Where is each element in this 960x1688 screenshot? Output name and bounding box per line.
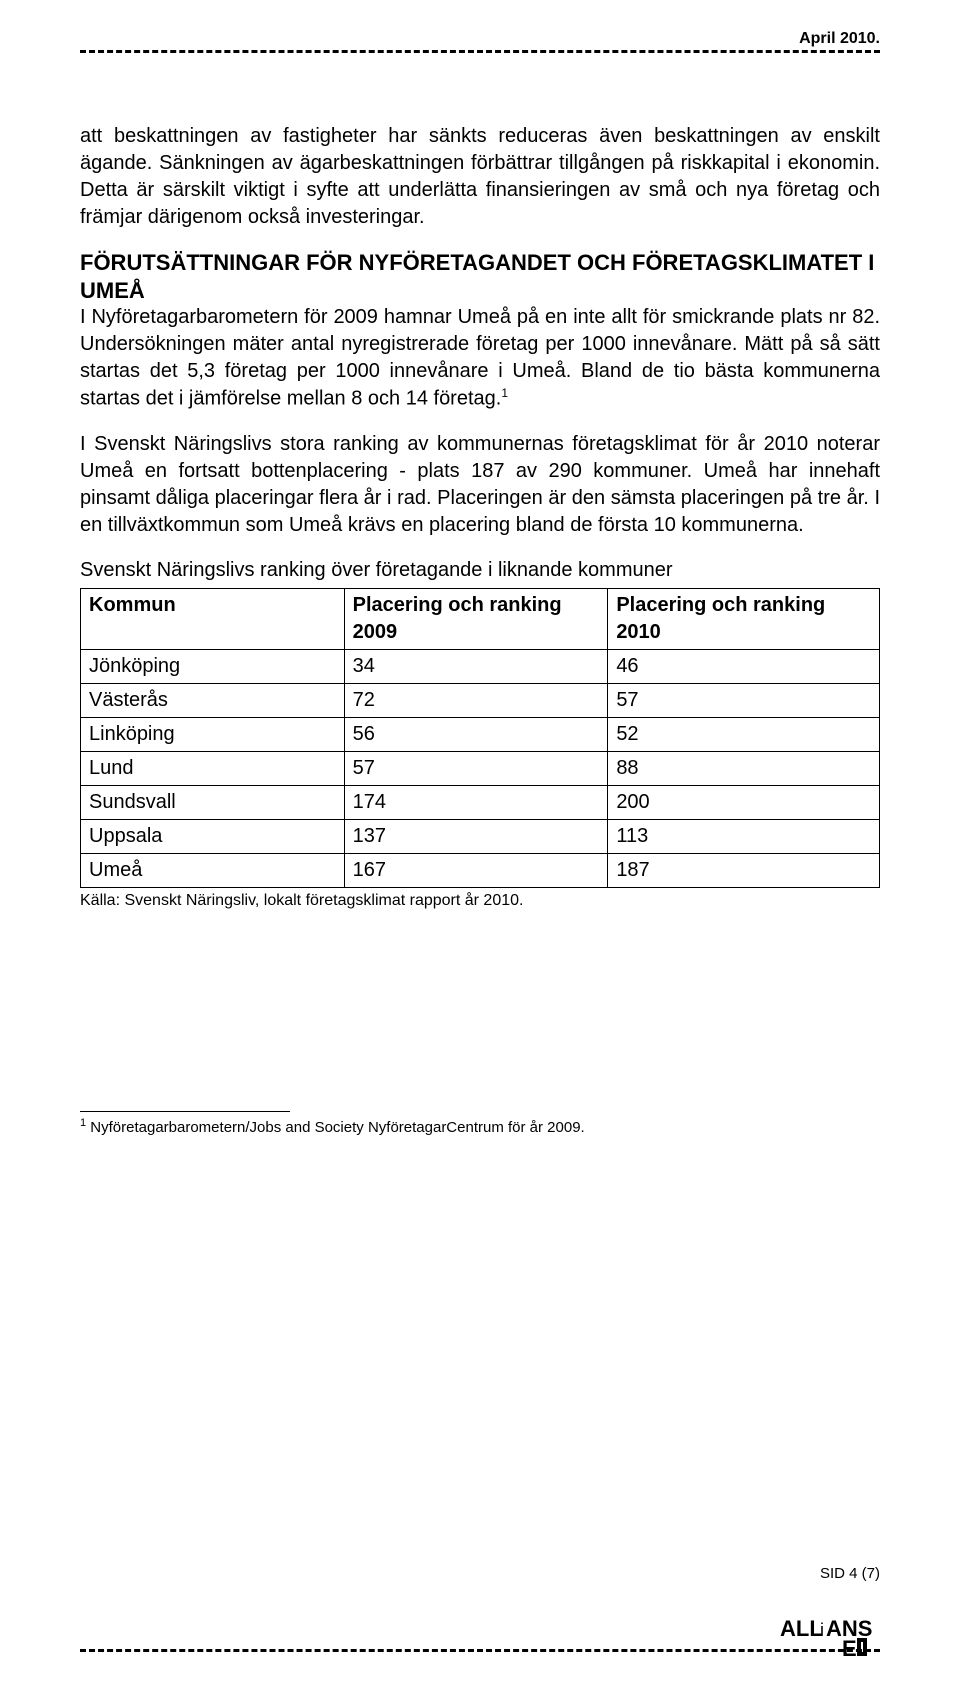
table-source: Källa: Svenskt Näringsliv, lokalt företa… <box>80 890 880 912</box>
table-cell: Umeå <box>81 853 345 887</box>
table-cell: 137 <box>344 819 608 853</box>
table-cell: 57 <box>344 751 608 785</box>
bottom-dashed-divider <box>80 1649 880 1652</box>
section-heading: FÖRUTSÄTTNINGAR FÖR NYFÖRETAGANDET OCH F… <box>80 249 880 304</box>
page-number: SID 4 (7) <box>820 1565 880 1582</box>
svg-text:ALL: ALL <box>780 1616 823 1641</box>
table-header-cell: Placering och ranking 2009 <box>344 588 608 649</box>
table-row: Västerås 72 57 <box>81 683 880 717</box>
svg-text:E: E <box>842 1636 857 1661</box>
table-cell: 187 <box>608 853 880 887</box>
table-cell: 57 <box>608 683 880 717</box>
table-cell: Jönköping <box>81 649 345 683</box>
footnote-text: Nyföretagarbarometern/Jobs and Society N… <box>86 1119 585 1136</box>
footnote-ref-1: 1 <box>501 386 508 400</box>
table-header-row: Kommun Placering och ranking 2009 Placer… <box>81 588 880 649</box>
table-row: Lund 57 88 <box>81 751 880 785</box>
svg-text:i: i <box>820 1620 824 1640</box>
table-row: Sundsvall 174 200 <box>81 785 880 819</box>
table-cell: Sundsvall <box>81 785 345 819</box>
document-body: att beskattningen av fastigheter har sän… <box>80 123 880 1139</box>
paragraph-3: I Svenskt Näringslivs stora ranking av k… <box>80 431 880 539</box>
table-cell: 174 <box>344 785 608 819</box>
table-cell: 52 <box>608 717 880 751</box>
table-cell: 34 <box>344 649 608 683</box>
table-row: Uppsala 137 113 <box>81 819 880 853</box>
table-cell: Linköping <box>81 717 345 751</box>
footnote-1: 1 Nyföretagarbarometern/Jobs and Society… <box>80 1116 880 1138</box>
table-caption: Svenskt Näringslivs ranking över företag… <box>80 557 880 584</box>
paragraph-1: att beskattningen av fastigheter har sän… <box>80 123 880 231</box>
table-cell: 56 <box>344 717 608 751</box>
ranking-table: Kommun Placering och ranking 2009 Placer… <box>80 588 880 888</box>
table-cell: Uppsala <box>81 819 345 853</box>
table-cell: Västerås <box>81 683 345 717</box>
table-body: Jönköping 34 46 Västerås 72 57 Linköping… <box>81 649 880 887</box>
table-cell: 88 <box>608 751 880 785</box>
table-cell: 46 <box>608 649 880 683</box>
top-dashed-divider <box>80 50 880 53</box>
table-cell: 167 <box>344 853 608 887</box>
table-cell: 72 <box>344 683 608 717</box>
footnote-separator <box>80 1111 290 1112</box>
table-row: Umeå 167 187 <box>81 853 880 887</box>
table-header-cell: Kommun <box>81 588 345 649</box>
alliansen-logo: ALL i ANS E <box>780 1612 880 1668</box>
paragraph-2: I Nyföretagarbarometern för 2009 hamnar … <box>80 304 880 413</box>
table-header-cell: Placering och ranking 2010 <box>608 588 880 649</box>
header-date: April 2010. <box>80 30 880 48</box>
table-cell: 113 <box>608 819 880 853</box>
table-row: Linköping 56 52 <box>81 717 880 751</box>
table-cell: 200 <box>608 785 880 819</box>
table-cell: Lund <box>81 751 345 785</box>
table-row: Jönköping 34 46 <box>81 649 880 683</box>
paragraph-2-text: I Nyföretagarbarometern för 2009 hamnar … <box>80 306 880 410</box>
